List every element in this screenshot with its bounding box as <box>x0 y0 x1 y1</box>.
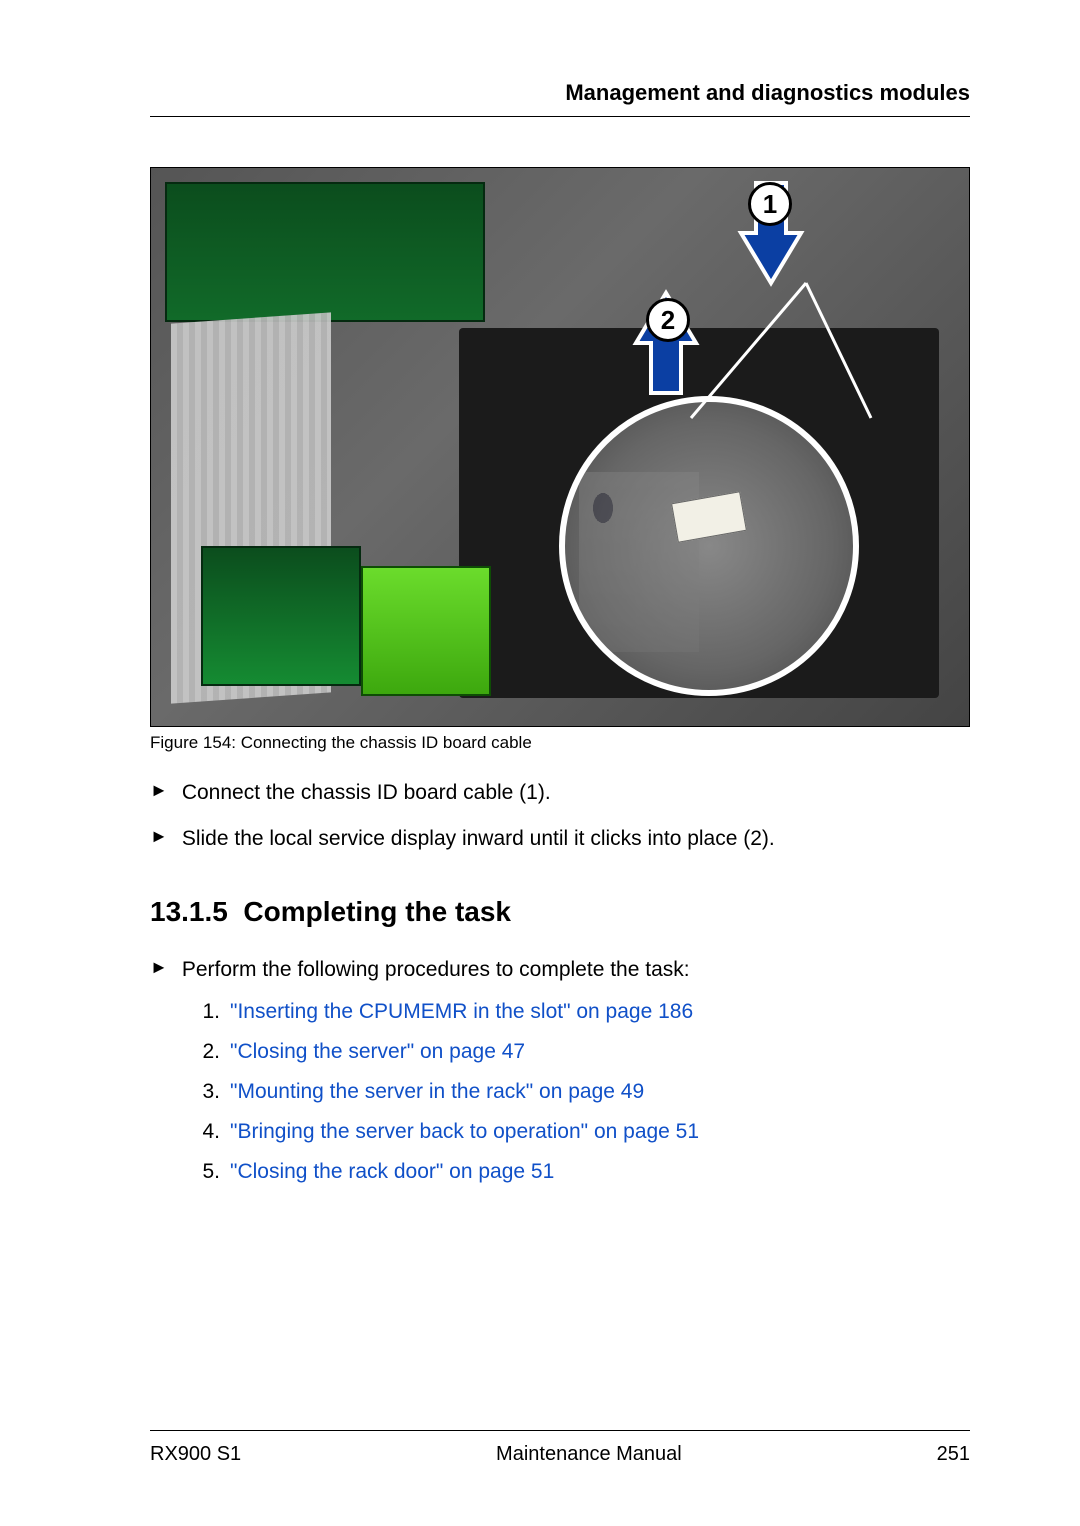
section-heading: 13.1.5 Completing the task <box>150 896 970 928</box>
list-item: 3. "Mounting the server in the rack" on … <box>196 1080 970 1104</box>
step-marker-icon: ► <box>150 777 168 809</box>
page-footer: RX900 S1 Maintenance Manual 251 <box>150 1430 970 1466</box>
section-number: 13.1.5 <box>150 896 228 927</box>
step-text: Slide the local service display inward u… <box>182 823 775 855</box>
page: Management and diagnostics modules 1 2 <box>0 0 1080 1260</box>
step-marker-icon: ► <box>150 954 168 986</box>
procedure-link[interactable]: "Closing the rack door" on page 51 <box>230 1160 554 1184</box>
page-header-title: Management and diagnostics modules <box>150 80 970 117</box>
callout-circle <box>559 396 859 696</box>
procedure-list: 1. "Inserting the CPUMEMR in the slot" o… <box>196 1000 970 1184</box>
hw-pcb <box>165 182 485 322</box>
list-number: 4. <box>196 1120 220 1144</box>
procedure-link[interactable]: "Bringing the server back to operation" … <box>230 1120 699 1144</box>
list-item: 2. "Closing the server" on page 47 <box>196 1040 970 1064</box>
footer-center: Maintenance Manual <box>496 1443 682 1466</box>
callout-badge-1: 1 <box>748 182 792 226</box>
section-title: Completing the task <box>243 896 511 927</box>
figure-image: 1 2 <box>150 167 970 727</box>
list-item: 1. "Inserting the CPUMEMR in the slot" o… <box>196 1000 970 1024</box>
list-item: 5. "Closing the rack door" on page 51 <box>196 1160 970 1184</box>
procedure-link[interactable]: "Closing the server" on page 47 <box>230 1040 525 1064</box>
step-2: ► Slide the local service display inward… <box>150 823 970 855</box>
footer-right: 251 <box>937 1443 970 1466</box>
section-intro-text: Perform the following procedures to comp… <box>182 954 690 986</box>
figure-caption: Figure 154: Connecting the chassis ID bo… <box>150 733 970 753</box>
footer-left: RX900 S1 <box>150 1443 241 1466</box>
list-number: 5. <box>196 1160 220 1184</box>
list-number: 1. <box>196 1000 220 1024</box>
callout-leads <box>579 472 699 652</box>
callout-badge-2: 2 <box>646 298 690 342</box>
list-item: 4. "Bringing the server back to operatio… <box>196 1120 970 1144</box>
list-number: 3. <box>196 1080 220 1104</box>
hw-green-block <box>361 566 491 696</box>
figure-block: 1 2 Figure 154: Connecting the chassis I… <box>150 167 970 753</box>
step-text: Connect the chassis ID board cable (1). <box>182 777 551 809</box>
hw-pcb2 <box>201 546 361 686</box>
procedure-link[interactable]: "Mounting the server in the rack" on pag… <box>230 1080 644 1104</box>
procedure-link[interactable]: "Inserting the CPUMEMR in the slot" on p… <box>230 1000 693 1024</box>
list-number: 2. <box>196 1040 220 1064</box>
step-marker-icon: ► <box>150 823 168 855</box>
step-1: ► Connect the chassis ID board cable (1)… <box>150 777 970 809</box>
section-intro: ► Perform the following procedures to co… <box>150 954 970 986</box>
